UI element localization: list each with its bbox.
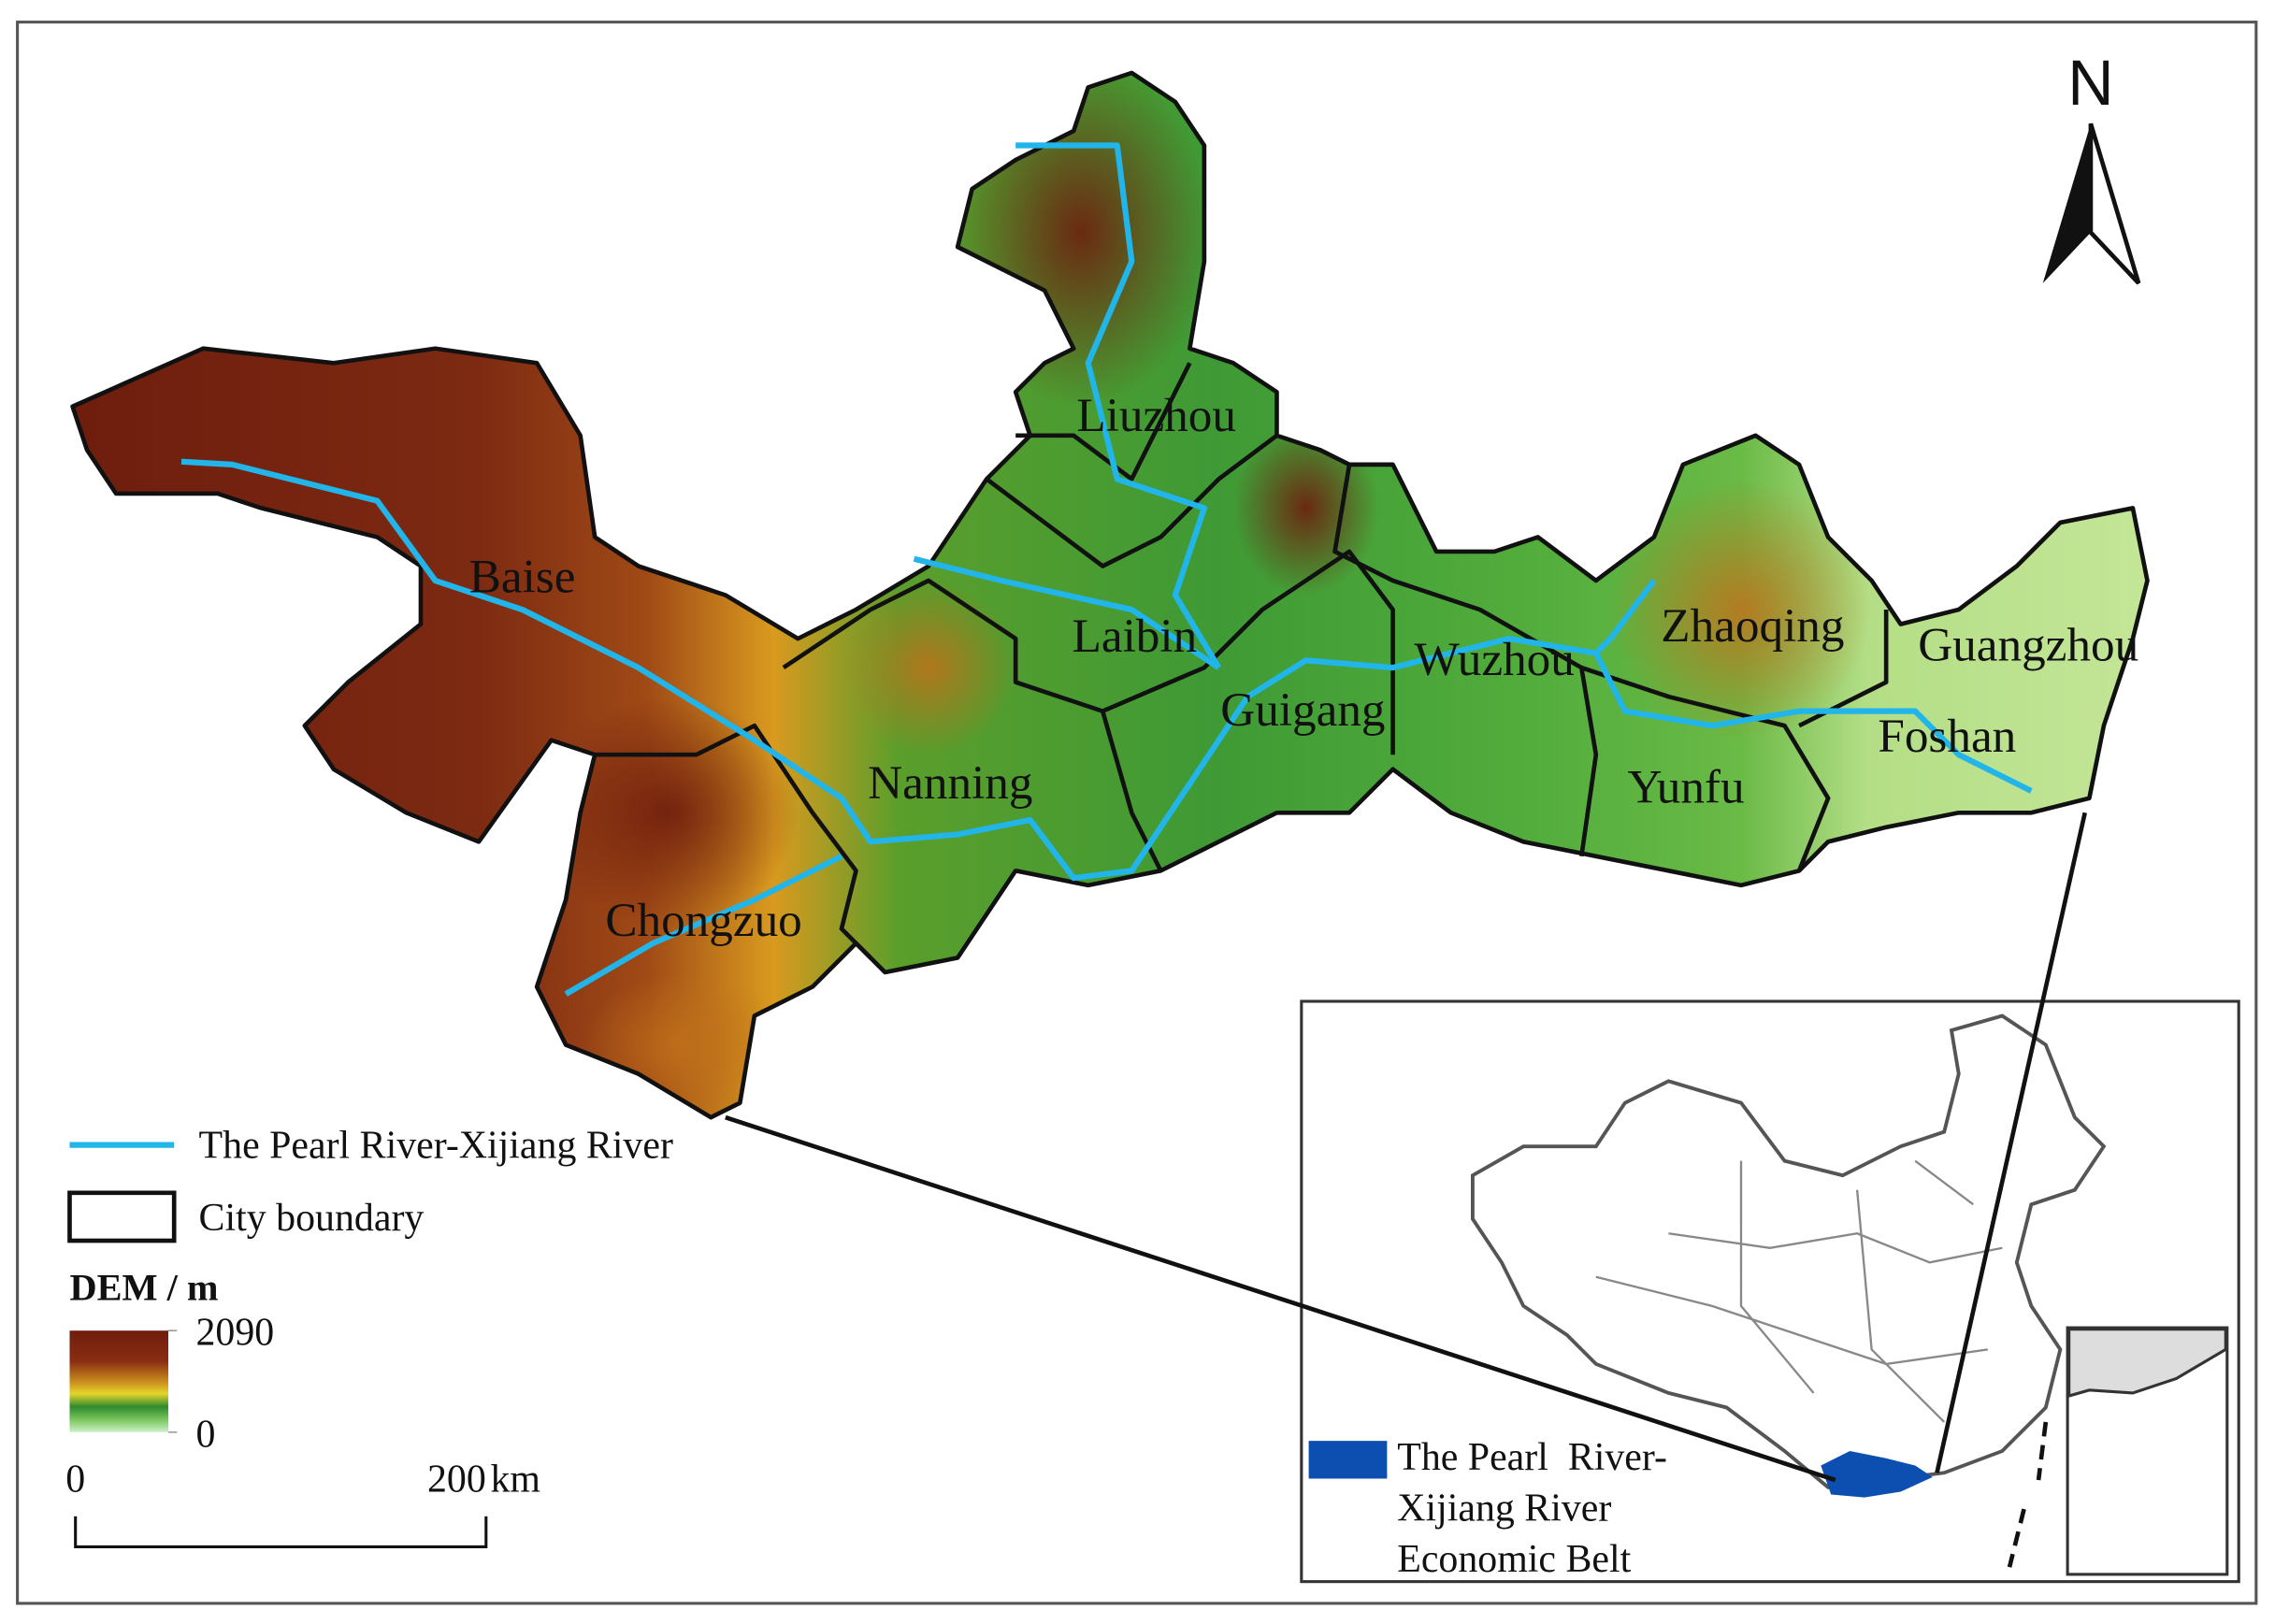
- city-boundary: [1580, 665, 1831, 872]
- city-label: Yunfu: [1627, 760, 1744, 813]
- dem-raster: [72, 72, 2148, 1118]
- inset-map: The Pearl River- Xijiang River Economic Be…: [1300, 999, 2240, 1584]
- inset-legend: The Pearl River- Xijiang River Economic Be…: [1397, 1436, 1667, 1581]
- city-labels: Liuzhou Baise Laibin Wuzhou Zhaoqing Guangzho…: [469, 389, 2138, 947]
- north-arrow-left: [2042, 123, 2091, 283]
- inset-legend-swatch: [1308, 1441, 1388, 1479]
- city-boundary: [595, 723, 872, 960]
- city-label: Foshan: [1878, 710, 2016, 763]
- frame: [16, 21, 2258, 1605]
- inset-legend-label: Economic Belt: [1397, 1538, 1631, 1581]
- river: [1593, 579, 1657, 655]
- legend-river-label: The Pearl River-Xijiang River: [199, 1125, 673, 1168]
- dem-labels: 2090 0: [167, 1312, 274, 1456]
- river: [564, 854, 843, 997]
- dem-hills: [1610, 479, 1872, 740]
- dem-label: 0: [195, 1413, 215, 1456]
- north-arrow-right: [2088, 122, 2141, 285]
- belt-highlight: [1821, 1451, 1933, 1498]
- city-boundary: [985, 433, 1278, 568]
- province-lines: [1595, 1159, 2003, 1423]
- city-boundary: [1015, 362, 1192, 481]
- city-boundary: [1332, 464, 1599, 857]
- river: [913, 555, 1221, 670]
- city-label: Zhaoqing: [1661, 599, 1844, 653]
- scale-bar: 0 200 km: [65, 1458, 540, 1548]
- city-label: Baise: [469, 550, 576, 603]
- city-label: Wuzhou: [1415, 633, 1575, 686]
- leader-line: [1935, 812, 2088, 1473]
- city-label: Liuzhou: [1076, 389, 1236, 442]
- dem-title: DEM / m: [69, 1267, 218, 1309]
- city-label: Nanning: [868, 756, 1032, 810]
- legend-boundary-swatch: [67, 1190, 177, 1243]
- rivers: [180, 142, 2033, 997]
- south-sea-land: [2067, 1328, 2227, 1399]
- china-outline: [1470, 1013, 2107, 1489]
- leader-line: [725, 1114, 1836, 1483]
- inset-legend-label: The Pearl River-: [1397, 1436, 1667, 1479]
- inset-legend-label: Xijiang River: [1397, 1487, 1611, 1530]
- dem-ramp: [69, 1330, 168, 1432]
- scale-tick-label: 0: [65, 1458, 85, 1501]
- city-label: Laibin: [1073, 610, 1198, 663]
- city-label: Guigang: [1220, 683, 1385, 737]
- dem-hills: [841, 581, 1016, 755]
- scale-unit: km: [490, 1458, 540, 1501]
- sea-boundary: [2007, 1421, 2049, 1568]
- city-boundaries: [73, 73, 2148, 1117]
- river: [180, 458, 2033, 882]
- city-boundary: [782, 578, 1163, 872]
- river: [1015, 142, 1222, 669]
- north-label: N: [2067, 48, 2113, 119]
- dem-label: 2090: [195, 1312, 274, 1355]
- dem-hills: [580, 971, 784, 1118]
- legend-boundary-label: City boundary: [199, 1197, 425, 1240]
- dem-highland: [1232, 421, 1379, 596]
- north-arrow: N: [2042, 48, 2141, 285]
- city-label: Chongzuo: [605, 894, 801, 947]
- scale-tick-label: 200: [427, 1458, 486, 1501]
- city-boundary: [1102, 549, 1395, 755]
- city-label: Guangzhou: [1918, 618, 2138, 671]
